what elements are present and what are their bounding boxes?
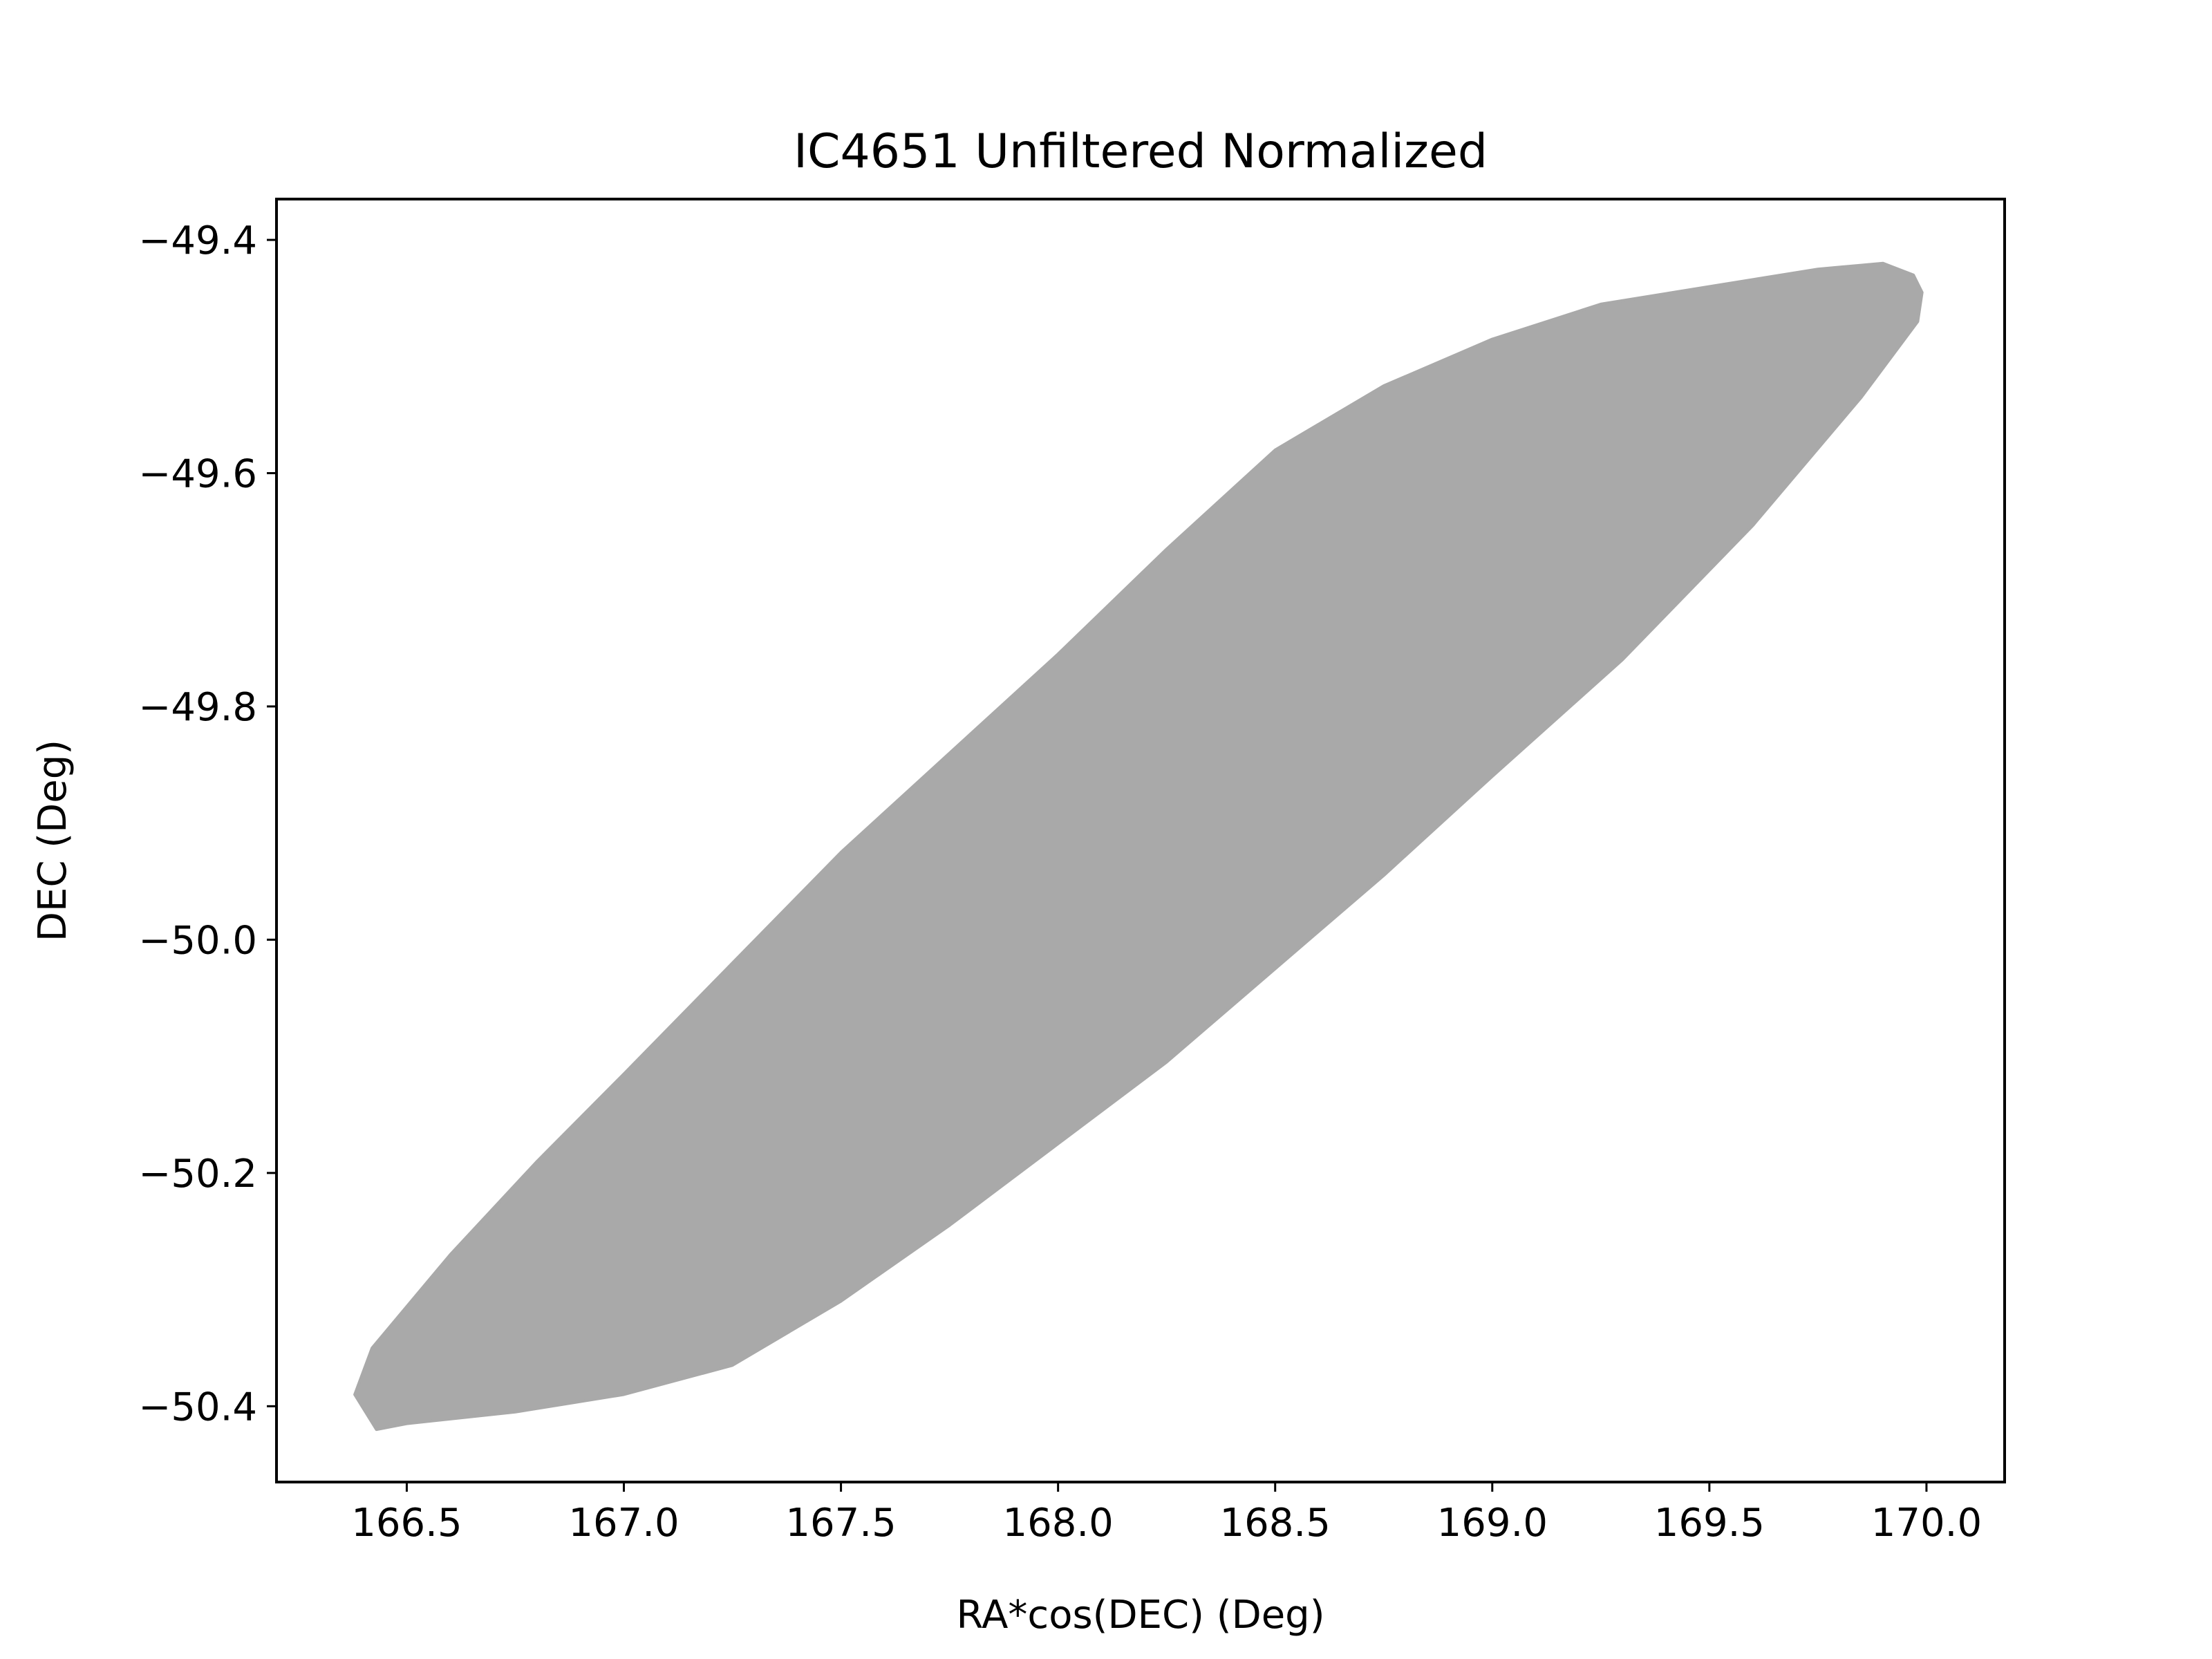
chart-title: IC4651 Unfiltered Normalized <box>794 124 1488 179</box>
y-tick-label: −50.0 <box>138 918 257 963</box>
y-tick-label: −49.6 <box>138 452 257 497</box>
x-tick-label: 167.0 <box>568 1501 679 1546</box>
y-tick-label: −49.4 <box>138 218 257 263</box>
x-tick-label: 166.5 <box>351 1501 462 1546</box>
y-tick-label: −50.4 <box>138 1385 257 1430</box>
x-tick-label: 170.0 <box>1871 1501 1982 1546</box>
y-axis-label: DEC (Deg) <box>30 740 75 941</box>
x-tick-label: 169.5 <box>1654 1501 1765 1546</box>
y-tick-label: −49.8 <box>138 685 257 730</box>
x-tick-label: 167.5 <box>785 1501 896 1546</box>
x-axis-label: RA*cos(DEC) (Deg) <box>956 1593 1324 1638</box>
data-point-cloud <box>353 261 1924 1432</box>
x-axis: 166.5 167.0 167.5 168.0 168.5 169.0 169.5 170.0 <box>351 1482 1982 1546</box>
y-tick-label: −50.2 <box>138 1152 257 1197</box>
data-layer <box>353 261 1924 1432</box>
y-axis: −49.4 −49.6 −49.8 −50.0 −50.2 −50.4 <box>138 218 276 1430</box>
x-tick-label: 168.0 <box>1002 1501 1113 1546</box>
x-tick-label: 168.5 <box>1220 1501 1331 1546</box>
plot-frame <box>275 198 2006 1483</box>
x-tick-label: 169.0 <box>1437 1501 1548 1546</box>
